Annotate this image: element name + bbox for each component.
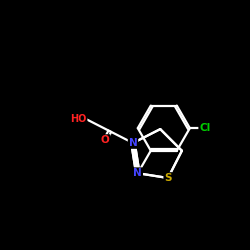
Text: N: N (134, 168, 142, 178)
Text: HO: HO (70, 114, 87, 124)
Text: S: S (164, 173, 172, 183)
Text: N: N (128, 138, 138, 148)
Text: O: O (101, 135, 110, 145)
Text: Cl: Cl (199, 123, 210, 133)
